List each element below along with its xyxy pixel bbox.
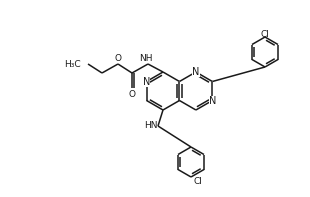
Text: Cl: Cl: [194, 177, 203, 187]
Text: H₃C: H₃C: [64, 59, 81, 69]
Text: N: N: [143, 76, 150, 86]
Text: O: O: [114, 54, 122, 62]
Text: Cl: Cl: [261, 30, 269, 39]
Text: N: N: [209, 96, 216, 106]
Text: N: N: [192, 67, 200, 77]
Text: NH: NH: [139, 54, 153, 62]
Text: O: O: [129, 89, 135, 98]
Text: HN: HN: [144, 121, 158, 129]
